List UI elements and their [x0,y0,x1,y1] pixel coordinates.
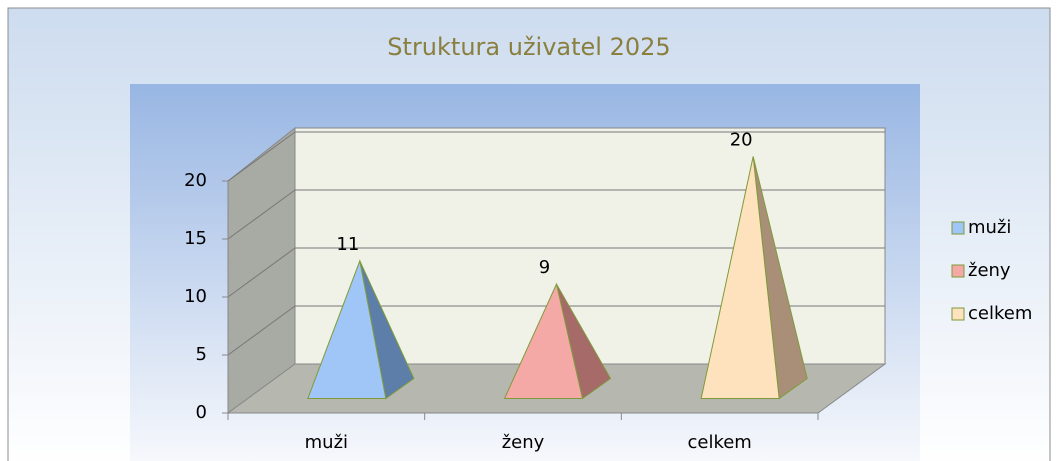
grid-line [227,305,296,356]
x-tick-label: celkem [687,432,751,453]
y-tick-label: 10 [184,286,207,307]
legend-swatch [951,307,965,321]
legend-label: ženy [968,260,1011,281]
chart-title: Struktura uživatel 2025 [387,33,670,61]
pyramid [503,282,612,400]
data-label: 11 [336,234,359,255]
x-tick-label: ženy [502,432,545,453]
y-tick-label: 5 [196,344,207,365]
legend-swatch [951,264,965,278]
y-tick-label: 20 [184,170,207,191]
pyramid-front [700,156,780,399]
pyramid [700,156,808,400]
legend-swatch [951,221,965,235]
x-tick-label: muži [305,432,348,453]
data-label: 9 [539,257,550,278]
pyramid-front [307,259,387,399]
y-tick-label: 0 [196,402,207,423]
y-tick-label: 15 [184,228,207,249]
data-label: 20 [730,130,753,151]
pyramid-front [503,282,584,399]
grid-line [227,247,296,298]
grid-line [227,189,296,240]
legend-label: muži [968,217,1011,238]
legend-label: celkem [968,303,1032,324]
pyramid [307,259,415,400]
grid-line [227,131,296,182]
